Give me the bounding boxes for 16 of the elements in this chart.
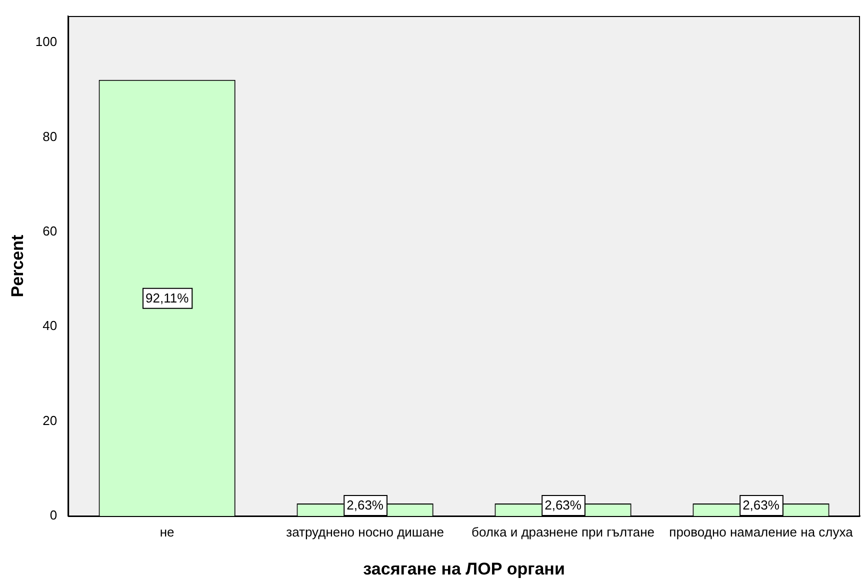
x-tick-label: затруднено носно дишане xyxy=(286,524,444,540)
x-tick-label: не xyxy=(160,524,174,540)
y-tick-label: 40 xyxy=(42,318,58,334)
data-label: 2,63% xyxy=(742,498,780,513)
data-label: 2,63% xyxy=(346,498,384,513)
data-label: 92,11% xyxy=(146,290,190,306)
y-axis-title: Percent xyxy=(8,234,27,298)
y-tick-label: 0 xyxy=(50,508,58,523)
x-tick-label: проводно намаление на слуха xyxy=(669,524,854,540)
data-label: 2,63% xyxy=(544,498,582,513)
y-tick-label: 80 xyxy=(42,128,58,144)
x-axis-title: засягане на ЛОР органи xyxy=(363,559,565,578)
y-tick-label: 100 xyxy=(35,34,58,50)
y-tick-label: 20 xyxy=(42,412,58,428)
y-tick-label: 60 xyxy=(42,223,58,238)
x-tick-label: болка и дразнене при гълтане xyxy=(472,524,655,540)
